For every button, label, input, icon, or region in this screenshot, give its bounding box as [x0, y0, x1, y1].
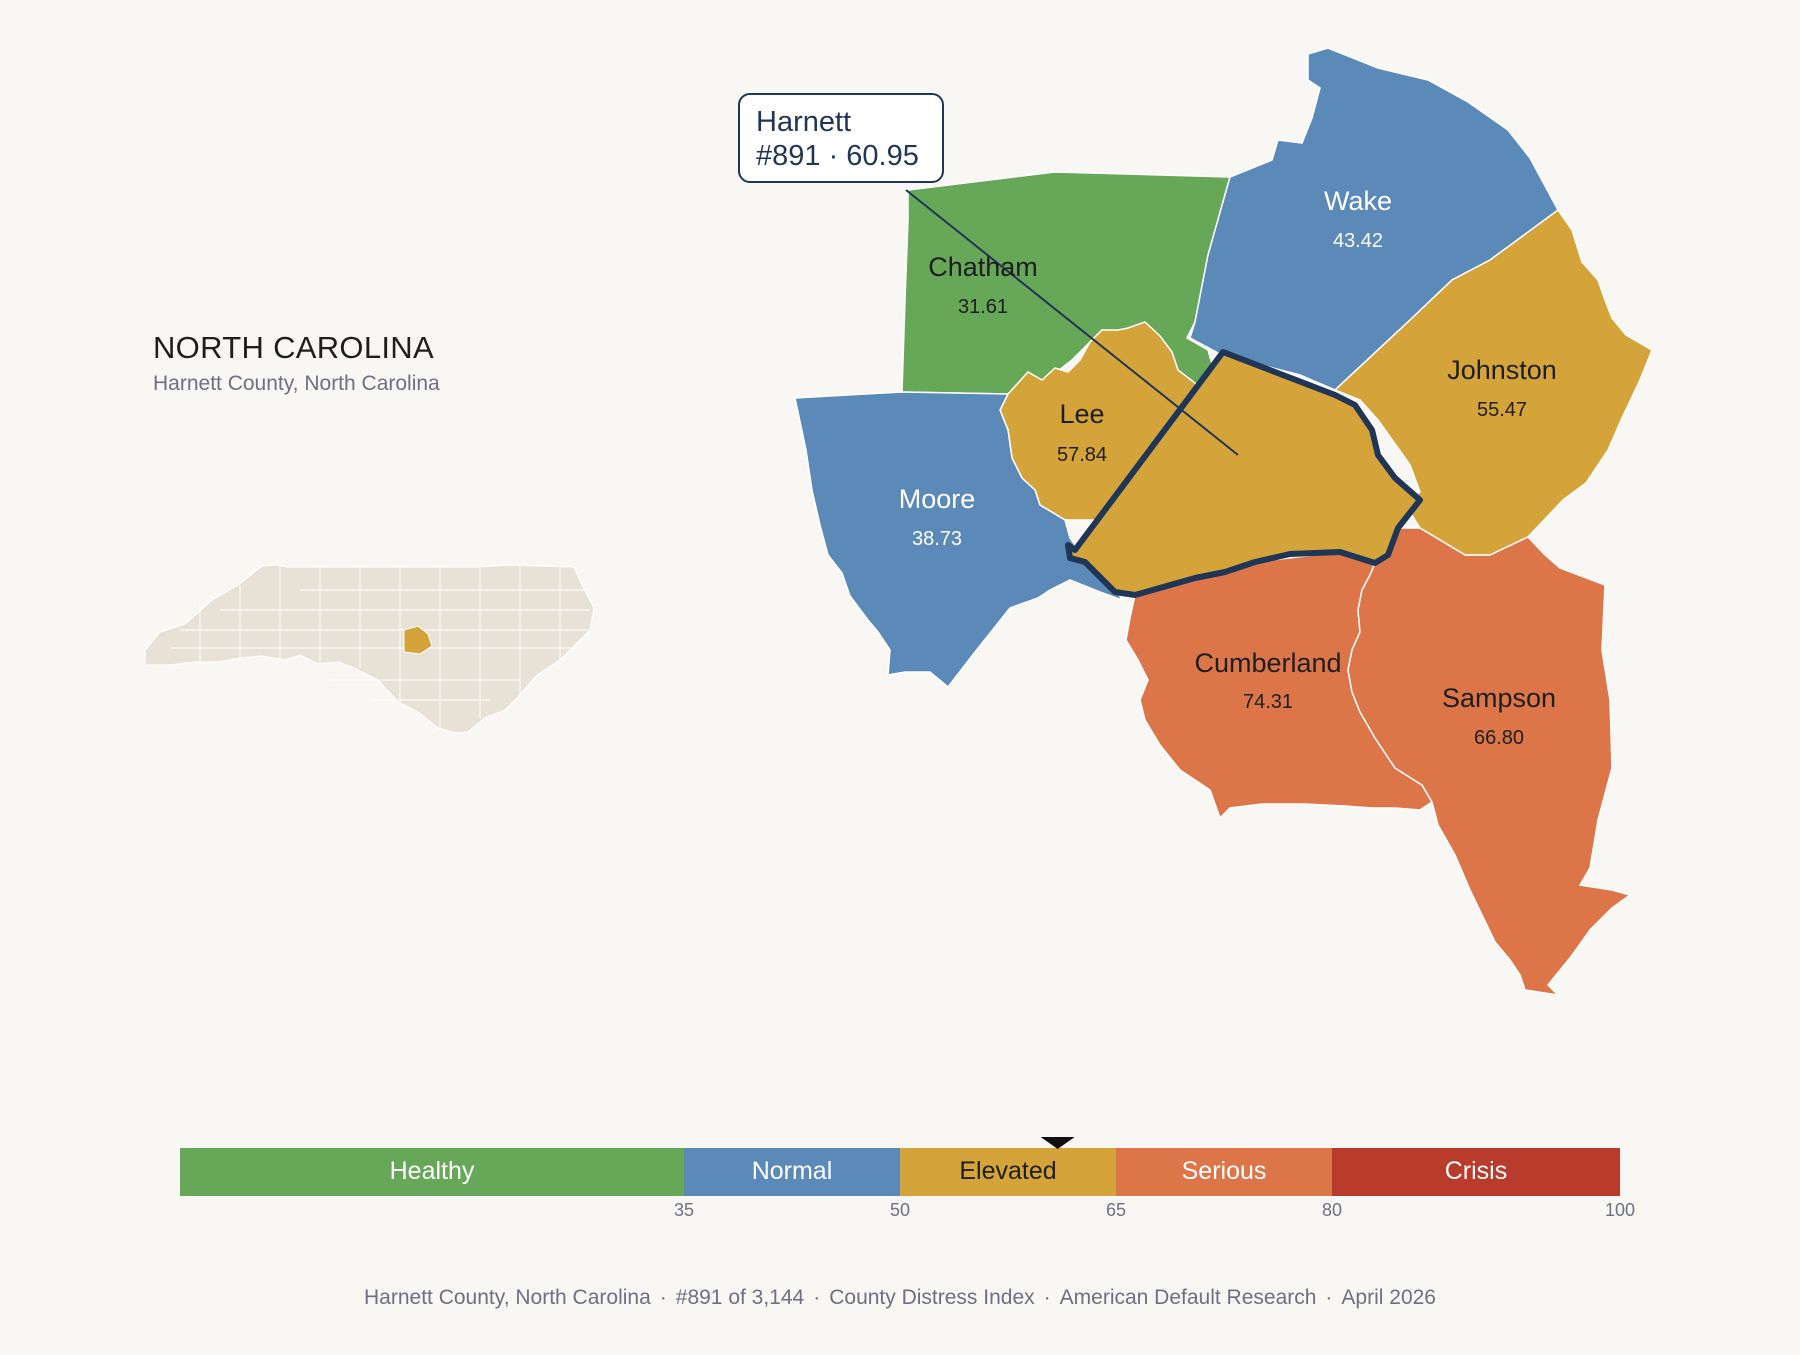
county-label-sampson-name: Sampson [1442, 683, 1556, 713]
legend-band-label: Healthy [390, 1157, 475, 1185]
county-label-lee-name: Lee [1059, 399, 1104, 429]
county-label-lee-value: 57.84 [1057, 444, 1107, 466]
legend-band-serious [1116, 1148, 1332, 1196]
county-label-wake-name: Wake [1324, 186, 1392, 216]
footer-separator: · [1325, 1286, 1333, 1309]
counties [794, 47, 1653, 997]
county-subtitle: Harnett County, North Carolina [153, 372, 440, 395]
county-label-chatham-name: Chatham [928, 252, 1038, 282]
harnett-outline [1065, 349, 1423, 598]
legend-band-crisis [1332, 1148, 1620, 1196]
county-sampson[interactable] [1347, 527, 1632, 997]
footer-separator: · [659, 1286, 667, 1309]
legend-band-label: Elevated [959, 1157, 1056, 1185]
legend-marker [1040, 1137, 1075, 1149]
county-label-chatham-value: 31.61 [958, 296, 1008, 318]
footer-date: April 2026 [1341, 1286, 1436, 1309]
legend-band-label: Normal [752, 1157, 833, 1185]
legend-tick-label: 80 [1322, 1200, 1342, 1220]
footer-separator: · [1043, 1286, 1051, 1309]
legend-band-healthy [180, 1148, 684, 1196]
legend-tick-label: 100 [1605, 1200, 1635, 1220]
county-labels: Chatham 31.61 Wake 43.42 Johnston 55.47 … [899, 186, 1557, 749]
legend-band-label: Crisis [1445, 1157, 1508, 1185]
legend-band-normal [684, 1148, 900, 1196]
callout-leader-line [905, 189, 1239, 456]
county-label-johnston-value: 55.47 [1477, 399, 1527, 421]
footer-publisher: American Default Research [1059, 1286, 1317, 1309]
legend-tick-label: 50 [890, 1200, 910, 1220]
county-moore[interactable] [794, 391, 1124, 689]
legend-band-elevated [900, 1148, 1116, 1196]
state-inset [144, 564, 595, 734]
footer-rank: #891 of 3,144 [675, 1286, 805, 1309]
footer-separator: · [813, 1286, 821, 1309]
state-inset-harnett [403, 625, 433, 655]
footer: Harnett County, North Carolina · #891 of 3… [0, 1286, 1800, 1310]
county-label-cumberland-value: 74.31 [1243, 691, 1293, 713]
county-label-moore-value: 38.73 [912, 528, 962, 550]
legend-tick-label: 65 [1106, 1200, 1126, 1220]
county-label-cumberland-name: Cumberland [1194, 648, 1341, 678]
county-label-moore-name: Moore [899, 484, 976, 514]
callout-county-name: Harnett [756, 106, 852, 138]
county-label-johnston-name: Johnston [1447, 355, 1557, 385]
footer-location: Harnett County, North Carolina [364, 1286, 651, 1309]
county-chatham[interactable] [901, 171, 1231, 397]
county-callout: Harnett #891 · 60.95 [738, 93, 944, 183]
state-inset-shape [144, 564, 595, 734]
footer-index-name: County Distress Index [829, 1286, 1035, 1309]
state-inset-county-lines [170, 566, 590, 728]
county-label-wake-value: 43.42 [1333, 230, 1383, 252]
callout-rank-score: #891 · 60.95 [756, 140, 919, 172]
county-label-sampson-value: 66.80 [1474, 727, 1524, 749]
state-title: NORTH CAROLINA [153, 330, 434, 365]
distress-legend: Healthy Normal Elevated Serious Crisis 35 50 65… [180, 1137, 1635, 1220]
legend-tick-label: 35 [674, 1200, 694, 1220]
legend-band-label: Serious [1182, 1157, 1267, 1185]
